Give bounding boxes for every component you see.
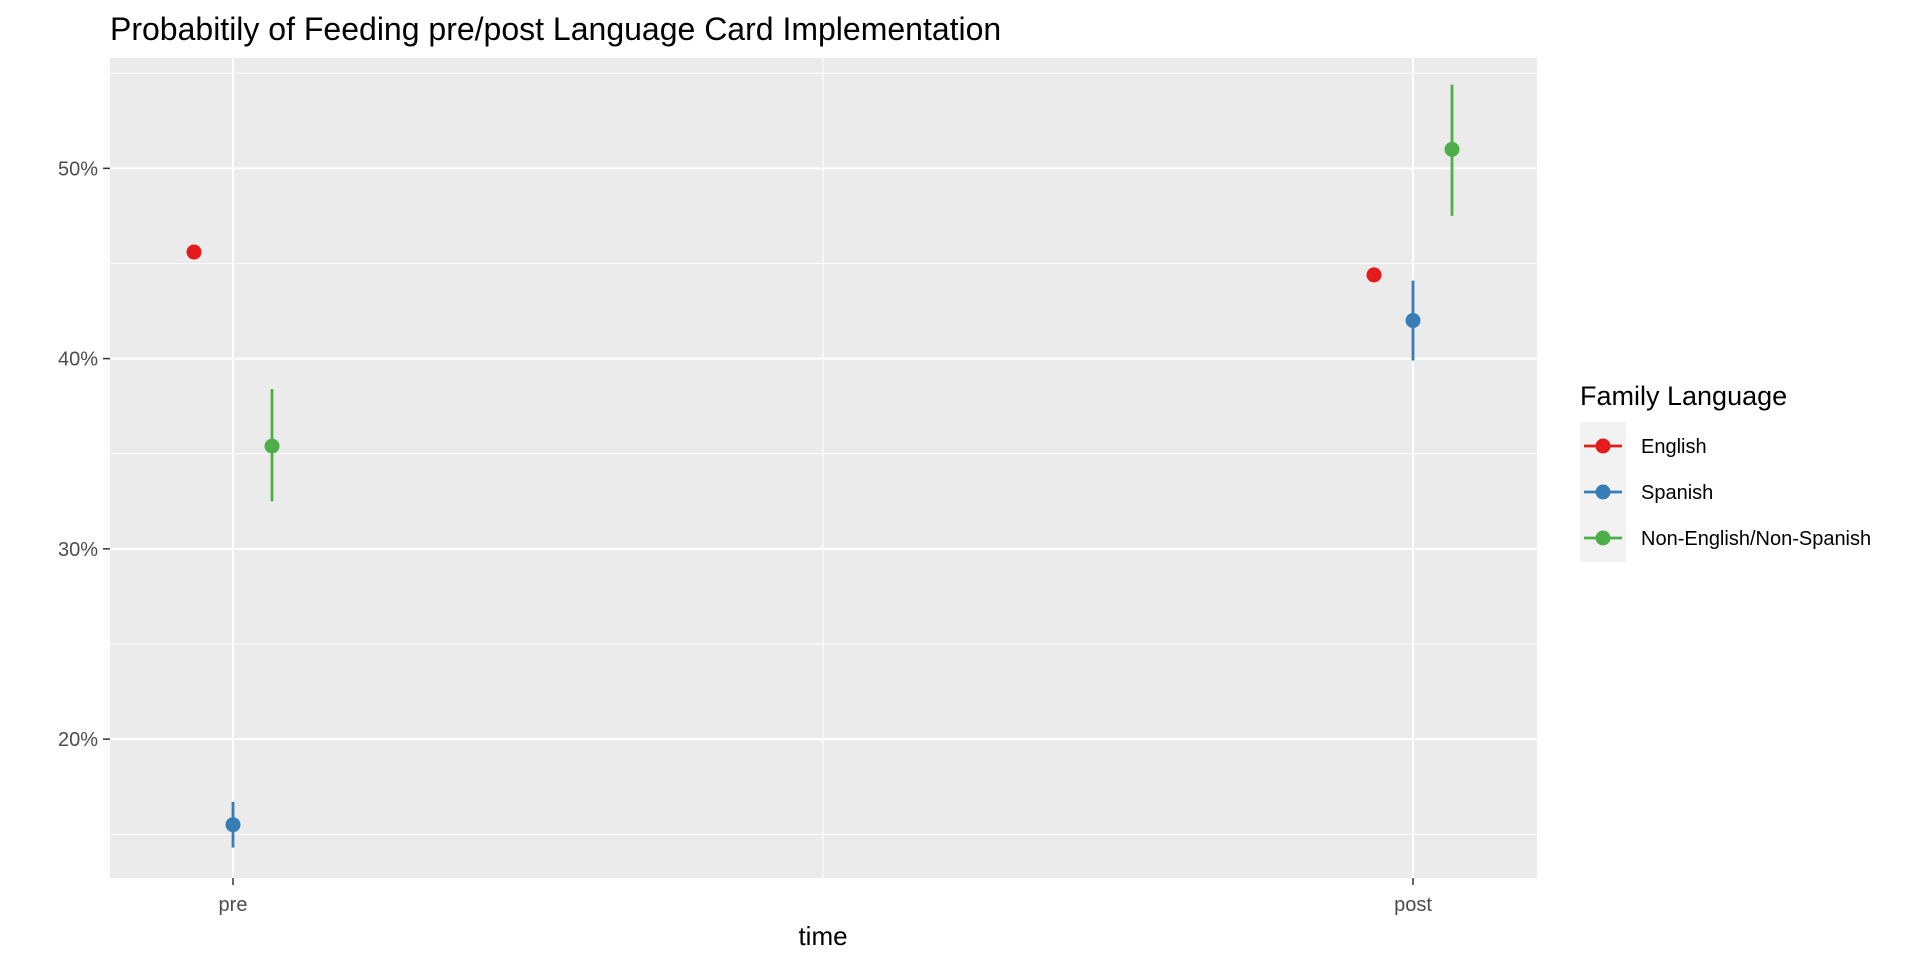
y-axis: 20% 30% 40% 50%: [58, 158, 110, 751]
y-tick-label: 30%: [58, 539, 98, 561]
legend-label: Non-English/Non-Spanish: [1641, 528, 1871, 550]
data-point: [1405, 313, 1421, 329]
legend-label: English: [1641, 436, 1707, 458]
y-tick-label: 20%: [58, 729, 98, 751]
legend-key-point: [1595, 484, 1611, 500]
y-tick-label: 50%: [58, 158, 98, 180]
y-tick-label: 40%: [58, 349, 98, 371]
data-point: [186, 244, 202, 260]
chart-title: Probabitily of Feeding pre/post Language…: [110, 11, 1001, 47]
data-point: [1366, 267, 1382, 283]
data-point: [225, 817, 241, 833]
legend-title: Family Language: [1580, 381, 1787, 411]
x-tick-label: pre: [219, 894, 248, 916]
data-marks: [186, 84, 1460, 848]
x-axis: pre post: [219, 878, 1432, 916]
data-point: [264, 438, 280, 454]
legend-key-point: [1595, 530, 1611, 546]
legend-label: Spanish: [1641, 482, 1713, 504]
legend: Family Language English Spanish Non-Englis…: [1580, 381, 1871, 562]
x-tick-label: post: [1394, 894, 1432, 916]
legend-key-point: [1595, 438, 1611, 454]
x-axis-title: time: [798, 921, 847, 951]
data-point: [1444, 141, 1460, 157]
grid-lines: [110, 58, 1537, 878]
